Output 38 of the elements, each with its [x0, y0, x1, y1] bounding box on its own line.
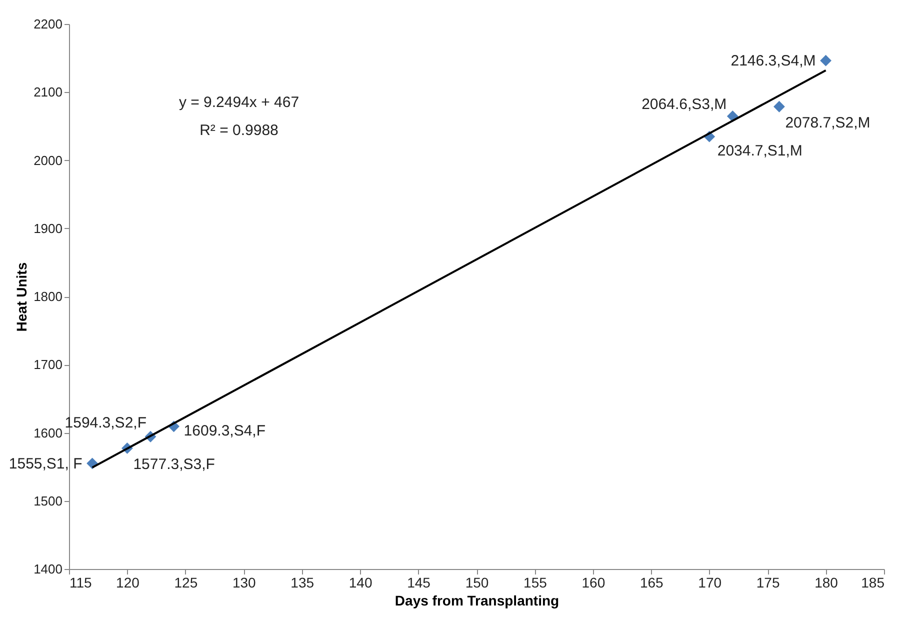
y-tick-label: 1800 [34, 289, 62, 304]
x-axis-title: Days from Transplanting [394, 592, 560, 608]
x-tick-label: 175 [756, 574, 780, 590]
y-tick-label: 1900 [34, 220, 62, 236]
data-label: 2146.3,S4,M [730, 52, 816, 70]
y-tick-label: 1700 [34, 357, 62, 372]
y-tick-label: 2100 [34, 84, 62, 100]
x-tick-label: 135 [290, 574, 314, 590]
x-tick-label: 115 [70, 574, 92, 590]
x-tick-label: 130 [232, 574, 256, 590]
x-tick-label: 120 [116, 574, 140, 590]
x-tick-label: 150 [465, 574, 489, 590]
data-label: 1594.3,S2,F [64, 414, 146, 432]
point [774, 100, 785, 112]
data-label: 1577.3,S3,F [133, 456, 215, 474]
x-tick-label: 155 [524, 574, 548, 590]
x-tick-label: 140 [348, 574, 372, 590]
x-tick-label: 160 [582, 574, 606, 590]
point [820, 54, 832, 66]
annotation: R² = 0.9988 [200, 122, 278, 139]
data-label: 1609.3,S4,F [184, 422, 266, 440]
data-label: 2064.6,S3,M [642, 96, 727, 114]
data-label: 1555,S1, F [8, 455, 82, 472]
data-label: 2078.7,S2,M [785, 114, 870, 132]
y-tick-label: 2000 [34, 152, 62, 168]
y-tick-label: 1600 [34, 425, 62, 440]
x-tick-label: 170 [698, 574, 722, 590]
data-label: 2034.7,S1,M [717, 142, 802, 160]
y-axis-title: Heat Units [14, 262, 30, 332]
x-tick-label: 185 [861, 574, 885, 590]
x-tick-label: 125 [174, 574, 198, 590]
y-tick-label: 1500 [34, 493, 62, 508]
y-tick-label: 1400 [34, 562, 62, 576]
x-tick-label: 145 [407, 574, 431, 590]
x-tick-label: 165 [640, 574, 664, 590]
annotation: y = 9.2494x + 467 [178, 94, 300, 111]
y-tick-label: 2200 [34, 16, 62, 32]
x-tick-label: 180 [814, 574, 838, 590]
